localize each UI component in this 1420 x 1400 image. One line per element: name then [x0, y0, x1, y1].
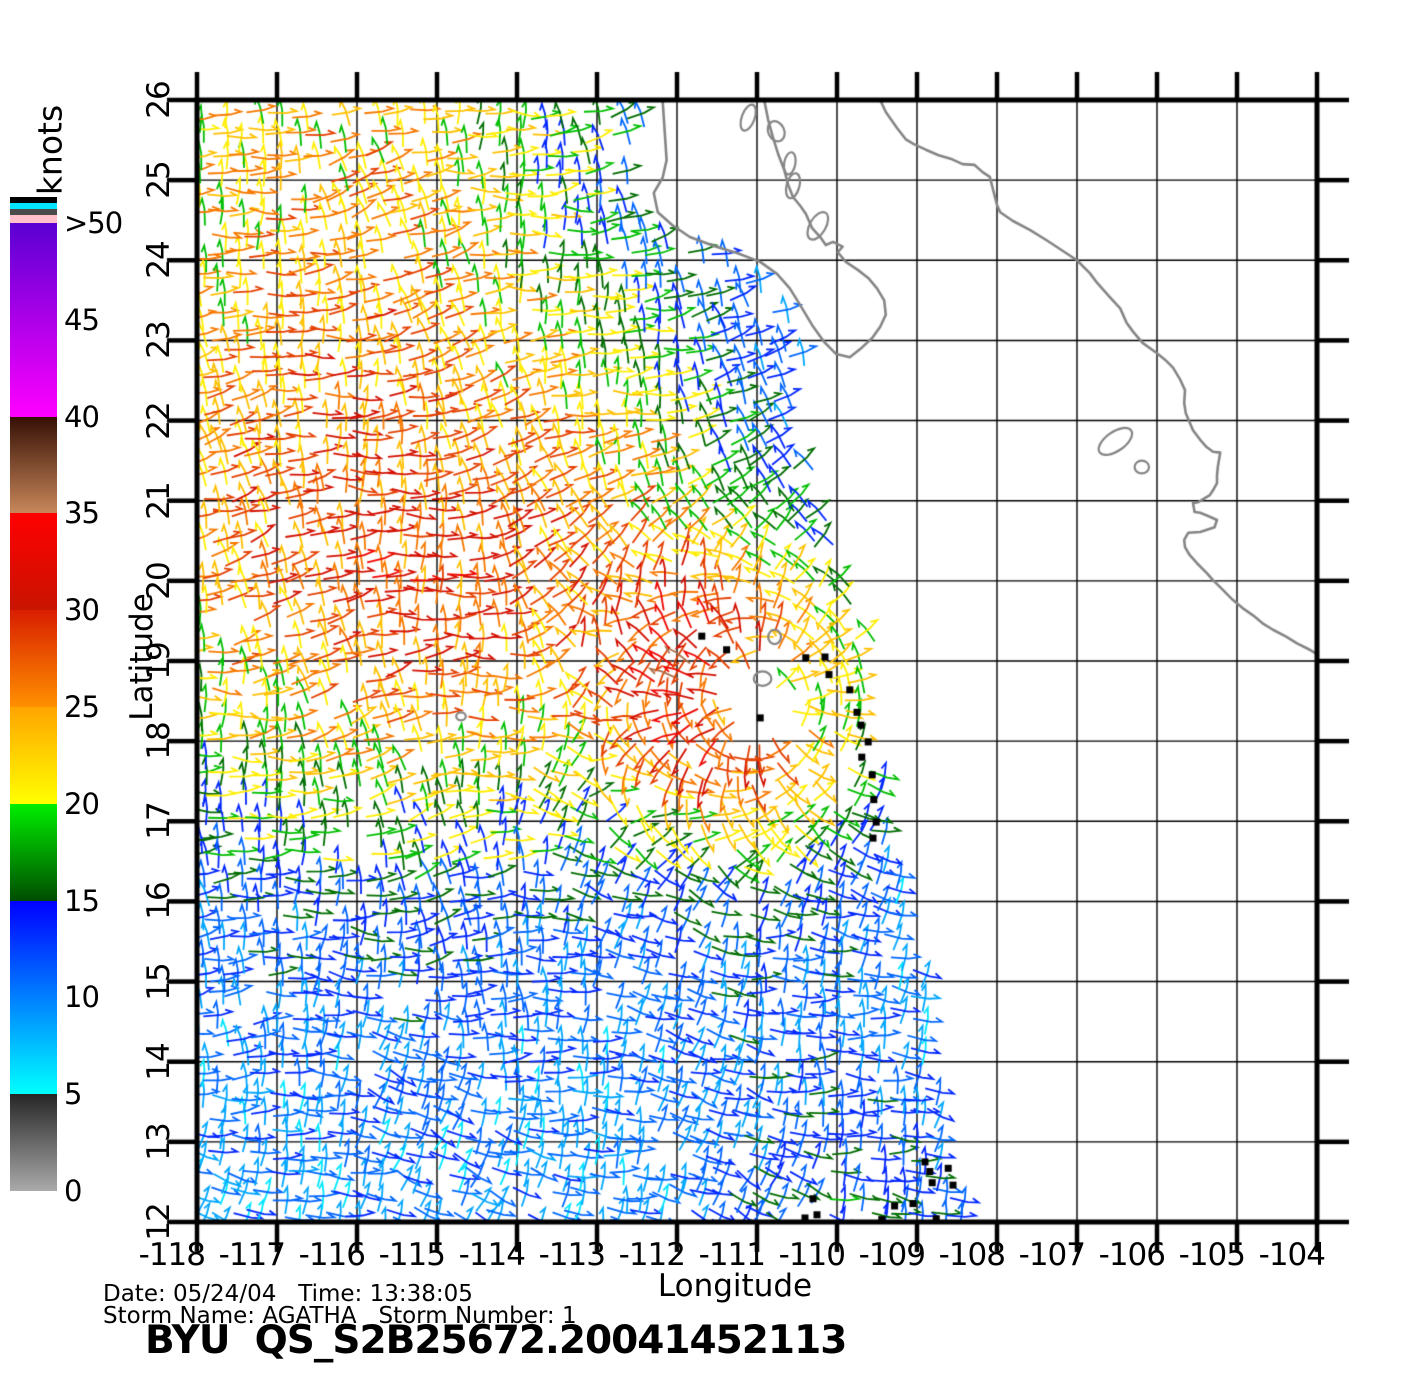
- y-tick-label: 26: [141, 81, 177, 119]
- x-tick-label: -118: [138, 1237, 206, 1273]
- colorbar-tick-label: 30: [64, 593, 100, 628]
- y-tick-label: 24: [141, 241, 177, 280]
- x-tick-label: -104: [1258, 1237, 1326, 1273]
- colorbar-tick-label: 0: [64, 1174, 82, 1208]
- x-tick-label: -105: [1178, 1237, 1246, 1273]
- x-tick-label: -108: [938, 1237, 1006, 1273]
- x-tick-label: -113: [538, 1237, 606, 1273]
- x-tick-label: -109: [858, 1237, 926, 1273]
- colorbar-tick-label: 45: [64, 302, 100, 337]
- colorbar-tick-label: 15: [64, 883, 100, 918]
- colorbar-tick-label: 40: [64, 399, 100, 434]
- x-tick-label: -116: [298, 1237, 366, 1273]
- plot-title: BYU QS_S2B25672.20041452113: [145, 1318, 847, 1363]
- x-tick-label: -107: [1018, 1237, 1086, 1273]
- colorbar-segment-2: [10, 513, 57, 611]
- y-tick-label: 13: [141, 1123, 177, 1161]
- colorbar-band-1: [10, 203, 57, 209]
- y-tick-label: 14: [141, 1042, 177, 1081]
- colorbar-segment-3: [10, 610, 57, 707]
- x-tick-label: -117: [218, 1237, 286, 1273]
- colorbar-segment-1: [10, 416, 57, 514]
- x-axis-label: Longitude: [657, 1268, 813, 1304]
- y-tick-label: 23: [141, 321, 177, 360]
- y-tick-label: 17: [141, 802, 177, 841]
- colorbar-title: knots: [30, 104, 70, 196]
- x-tick-label: -112: [618, 1237, 686, 1273]
- y-tick-label: 18: [141, 722, 177, 760]
- colorbar-tick-label: >50: [64, 206, 123, 240]
- x-tick-label: -110: [778, 1237, 846, 1273]
- colorbar-segment-6: [10, 900, 57, 1095]
- y-tick-label: 15: [141, 962, 177, 1001]
- y-tick-label: 21: [141, 481, 177, 520]
- x-tick-label: -111: [698, 1237, 766, 1273]
- colorbar-tick-label: 25: [64, 690, 100, 724]
- colorbar-band-3: [10, 215, 57, 223]
- colorbar-segment-5: [10, 803, 57, 901]
- x-tick-label: -114: [458, 1237, 526, 1273]
- y-tick-label: 12: [141, 1203, 177, 1241]
- colorbar-segment-4: [10, 707, 57, 804]
- y-tick-label: 20: [141, 562, 177, 600]
- colorbar: [10, 197, 57, 1191]
- y-tick-label: 19: [141, 642, 177, 680]
- colorbar-tick-label: 5: [64, 1077, 82, 1112]
- x-tick-label: -115: [378, 1237, 446, 1273]
- colorbar-tick-label: 35: [64, 496, 100, 531]
- colorbar-tick-label: 10: [64, 980, 100, 1015]
- y-tick-label: 25: [141, 161, 177, 199]
- date-time-annotation: Date: 05/24/04 Time: 13:38:05: [103, 1281, 473, 1307]
- colorbar-segment-7: [10, 1094, 57, 1191]
- storm-annotation: Storm Name: AGATHA Storm Number: 1: [103, 1303, 577, 1329]
- colorbar-band-2: [10, 209, 57, 215]
- x-tick-label: -106: [1098, 1237, 1166, 1273]
- y-tick-label: 16: [141, 882, 177, 921]
- colorbar-band-0: [10, 197, 57, 203]
- y-tick-label: 22: [141, 401, 177, 440]
- colorbar-segment-0: [10, 223, 57, 417]
- colorbar-tick-label: 20: [64, 786, 100, 821]
